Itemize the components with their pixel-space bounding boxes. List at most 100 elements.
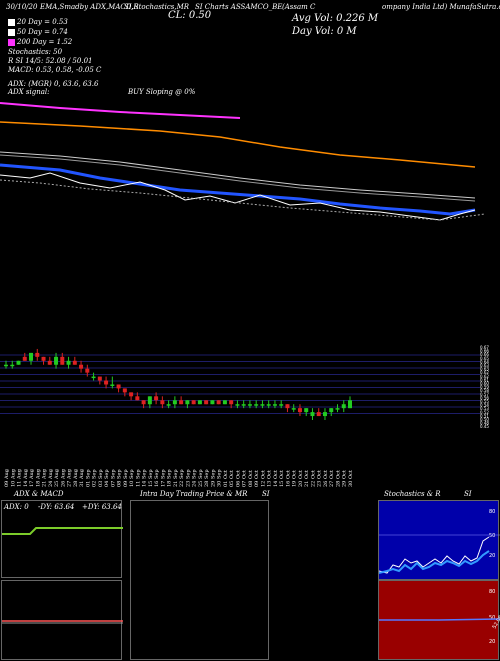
price-tick-label: 0.62	[480, 374, 489, 379]
date-tick-labels: 09 Aug 10 Aug 11 Aug 14 Aug 17 Aug 18 Aug 21 A…	[4, 468, 354, 487]
price-tick-label: 0.59	[480, 385, 489, 390]
candle-body	[285, 404, 290, 409]
candle-body	[260, 404, 265, 406]
ma-50-line-2	[0, 154, 476, 202]
date-tick-label: 29 Sep	[210, 469, 216, 487]
price-tick-label: 0.62	[480, 370, 489, 375]
rsi-tick-label: 50	[489, 615, 495, 621]
candle-body	[160, 400, 165, 405]
stochastics-lines: 80 50 20	[379, 509, 500, 574]
ma-50-line	[0, 151, 476, 199]
date-tick-label: 10 Sep	[129, 469, 135, 487]
ma-20-line	[0, 163, 476, 216]
date-tick-label: 23 Oct	[317, 470, 323, 487]
candle-body	[197, 400, 202, 405]
adx-signal-label: ADX signal:	[8, 88, 50, 96]
candle-body	[279, 404, 284, 406]
date-tick-label: 29 Oct	[342, 470, 348, 487]
stoch-title: Stochastics & R	[384, 490, 441, 498]
candle-body	[104, 380, 109, 385]
price-tick-labels: 0.670.660.660.650.640.630.630.620.620.61…	[480, 345, 489, 429]
minus-dy-value: -DY: 63.64	[38, 503, 75, 511]
date-tick-label: 25 Sep	[198, 469, 204, 487]
date-tick-label: 09 Aug	[4, 468, 10, 487]
candle-body	[85, 368, 90, 373]
price-chart: 0.670.660.660.650.640.630.630.620.620.61…	[0, 102, 489, 487]
adx-lines	[2, 527, 123, 535]
date-tick-label: 01 Sep	[85, 469, 91, 487]
legend-swatch-200	[8, 39, 15, 46]
legend-200-day: 200 Day = 1.52	[17, 38, 73, 46]
rsi-line	[379, 618, 500, 621]
date-tick-label: 22 Oct	[310, 470, 316, 487]
date-tick-label: 08 Sep	[117, 469, 123, 487]
price-tick-label: 0.54	[480, 403, 489, 408]
candlesticks	[4, 348, 352, 420]
date-tick-label: 26 Aug	[60, 468, 66, 487]
date-tick-label: 03 Sep	[98, 469, 104, 487]
date-tick-label: 14 Sep	[142, 469, 148, 487]
candle-body	[172, 400, 177, 405]
date-tick-label: 23 Sep	[185, 469, 191, 487]
date-tick-label: 01 Oct	[223, 470, 229, 487]
candle-body	[216, 400, 221, 405]
date-tick-label: 04 Sep	[104, 469, 110, 487]
company-name-2: ompany India Ltd) MunafaSutra.com	[382, 3, 500, 11]
stochastics-panel: 80 50 20	[378, 500, 500, 580]
candle-body	[22, 356, 27, 361]
avg-volume: Avg Vol: 0.226 M	[292, 13, 379, 24]
candle-body	[10, 364, 15, 367]
date-tick-label: 08 Oct	[248, 470, 254, 487]
adx-readout: ADX: (MGR) 0, 63.6, 63.6	[8, 80, 99, 88]
price-tick-label: 0.56	[480, 395, 489, 400]
date-tick-label: 07 Oct	[242, 470, 248, 487]
rsi-value-label: 52.08	[492, 615, 500, 630]
candle-body	[304, 408, 309, 413]
candle-body	[79, 364, 84, 369]
stoch-d-line	[379, 550, 490, 574]
date-tick-label: 07 Sep	[110, 469, 116, 487]
rsi-tick-label: 80	[489, 589, 495, 595]
date-tick-label: 18 Sep	[167, 469, 173, 487]
adx-macd-title: ADX & MACD	[14, 490, 64, 498]
stochastics-readout: Stochastics: 50	[8, 48, 63, 56]
date-tick-label: 25 Aug	[54, 468, 60, 487]
date-tick-label: 30 Sep	[217, 469, 223, 487]
price-tick-label: 0.61	[480, 377, 489, 382]
day-volume: Day Vol: 0 M	[292, 26, 357, 37]
candle-body	[179, 400, 184, 405]
legend-50-day: 50 Day = 0.74	[17, 28, 68, 36]
date-tick-label: 21 Aug	[42, 468, 48, 487]
price-tick-label: 0.64	[480, 359, 489, 364]
candle-body	[210, 400, 215, 405]
date-tick-label: 24 Sep	[192, 469, 198, 487]
candle-body	[222, 400, 227, 405]
date-tick-label: 17 Aug	[29, 468, 35, 487]
date-tick-label: 16 Oct	[285, 470, 291, 487]
candle-body	[47, 360, 52, 365]
date-tick-label: 10 Aug	[10, 468, 16, 487]
buy-signal-label: BUY Sloping @ 0%	[128, 88, 196, 96]
rsi-tick-label: 20	[489, 639, 495, 645]
date-tick-label: 11 Aug	[17, 468, 23, 487]
candle-body	[254, 404, 259, 406]
adx-value: ADX: 0	[4, 503, 29, 511]
candle-body	[72, 360, 77, 365]
price-tick-label: 0.57	[480, 392, 489, 397]
date-tick-label: 28 Oct	[335, 470, 341, 487]
candle-body	[135, 396, 140, 401]
price-tick-label: 0.66	[480, 349, 489, 354]
candle-body	[97, 376, 102, 381]
date-tick-label: 17 Sep	[160, 469, 166, 487]
intraday-panel	[130, 500, 269, 660]
date-tick-label: 06 Oct	[235, 470, 241, 487]
candle-body	[329, 408, 334, 413]
date-tick-label: 14 Aug	[23, 468, 29, 487]
price-tick-label: 0.45	[480, 424, 489, 429]
date-tick-label: 26 Oct	[323, 470, 329, 487]
date-tick-label: 15 Sep	[148, 469, 154, 487]
candle-body	[185, 400, 190, 405]
date-tick-label: 30 Oct	[348, 470, 354, 487]
candle-body	[110, 384, 115, 386]
rsi-readout: R SI 14/5: 52.08 / 50.01	[8, 57, 93, 65]
